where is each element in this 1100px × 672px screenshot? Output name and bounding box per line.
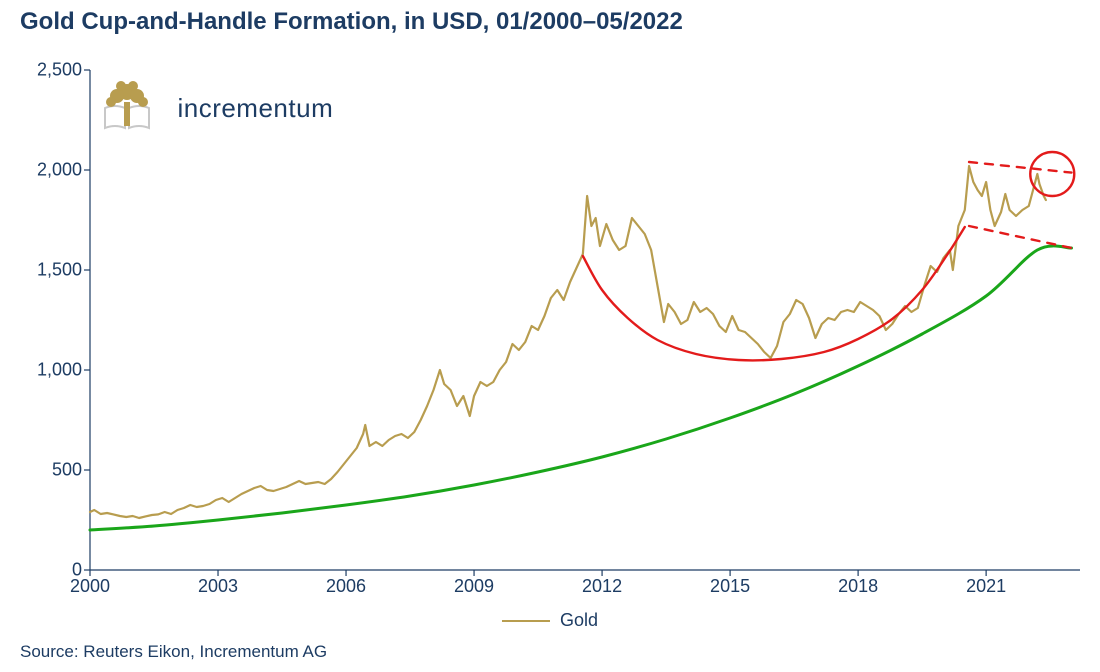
legend-swatch [502, 620, 550, 622]
y-tick-label: 500 [52, 460, 90, 481]
legend-label: Gold [560, 610, 598, 631]
x-tick-label: 2015 [710, 570, 750, 597]
x-tick-label: 2012 [582, 570, 622, 597]
chart-plot-area: 05001,0001,5002,0002,5002000200320062009… [90, 70, 1080, 570]
handle-line-0 [969, 162, 1071, 173]
legend: Gold [502, 610, 598, 631]
chart-title: Gold Cup-and-Handle Formation, in USD, 0… [20, 8, 683, 36]
y-tick-label: 1,000 [37, 360, 90, 381]
y-tick-label: 1,500 [37, 260, 90, 281]
x-tick-label: 2018 [838, 570, 878, 597]
y-tick-label: 2,000 [37, 160, 90, 181]
x-tick-label: 2003 [198, 570, 238, 597]
y-tick-label: 2,500 [37, 60, 90, 81]
chart-svg [90, 70, 1080, 570]
x-tick-label: 2000 [70, 570, 110, 597]
x-tick-label: 2021 [966, 570, 1006, 597]
source-attribution: Source: Reuters Eikon, Incrementum AG [20, 642, 327, 662]
x-tick-label: 2009 [454, 570, 494, 597]
handle-line-1 [969, 226, 1071, 248]
x-tick-label: 2006 [326, 570, 366, 597]
